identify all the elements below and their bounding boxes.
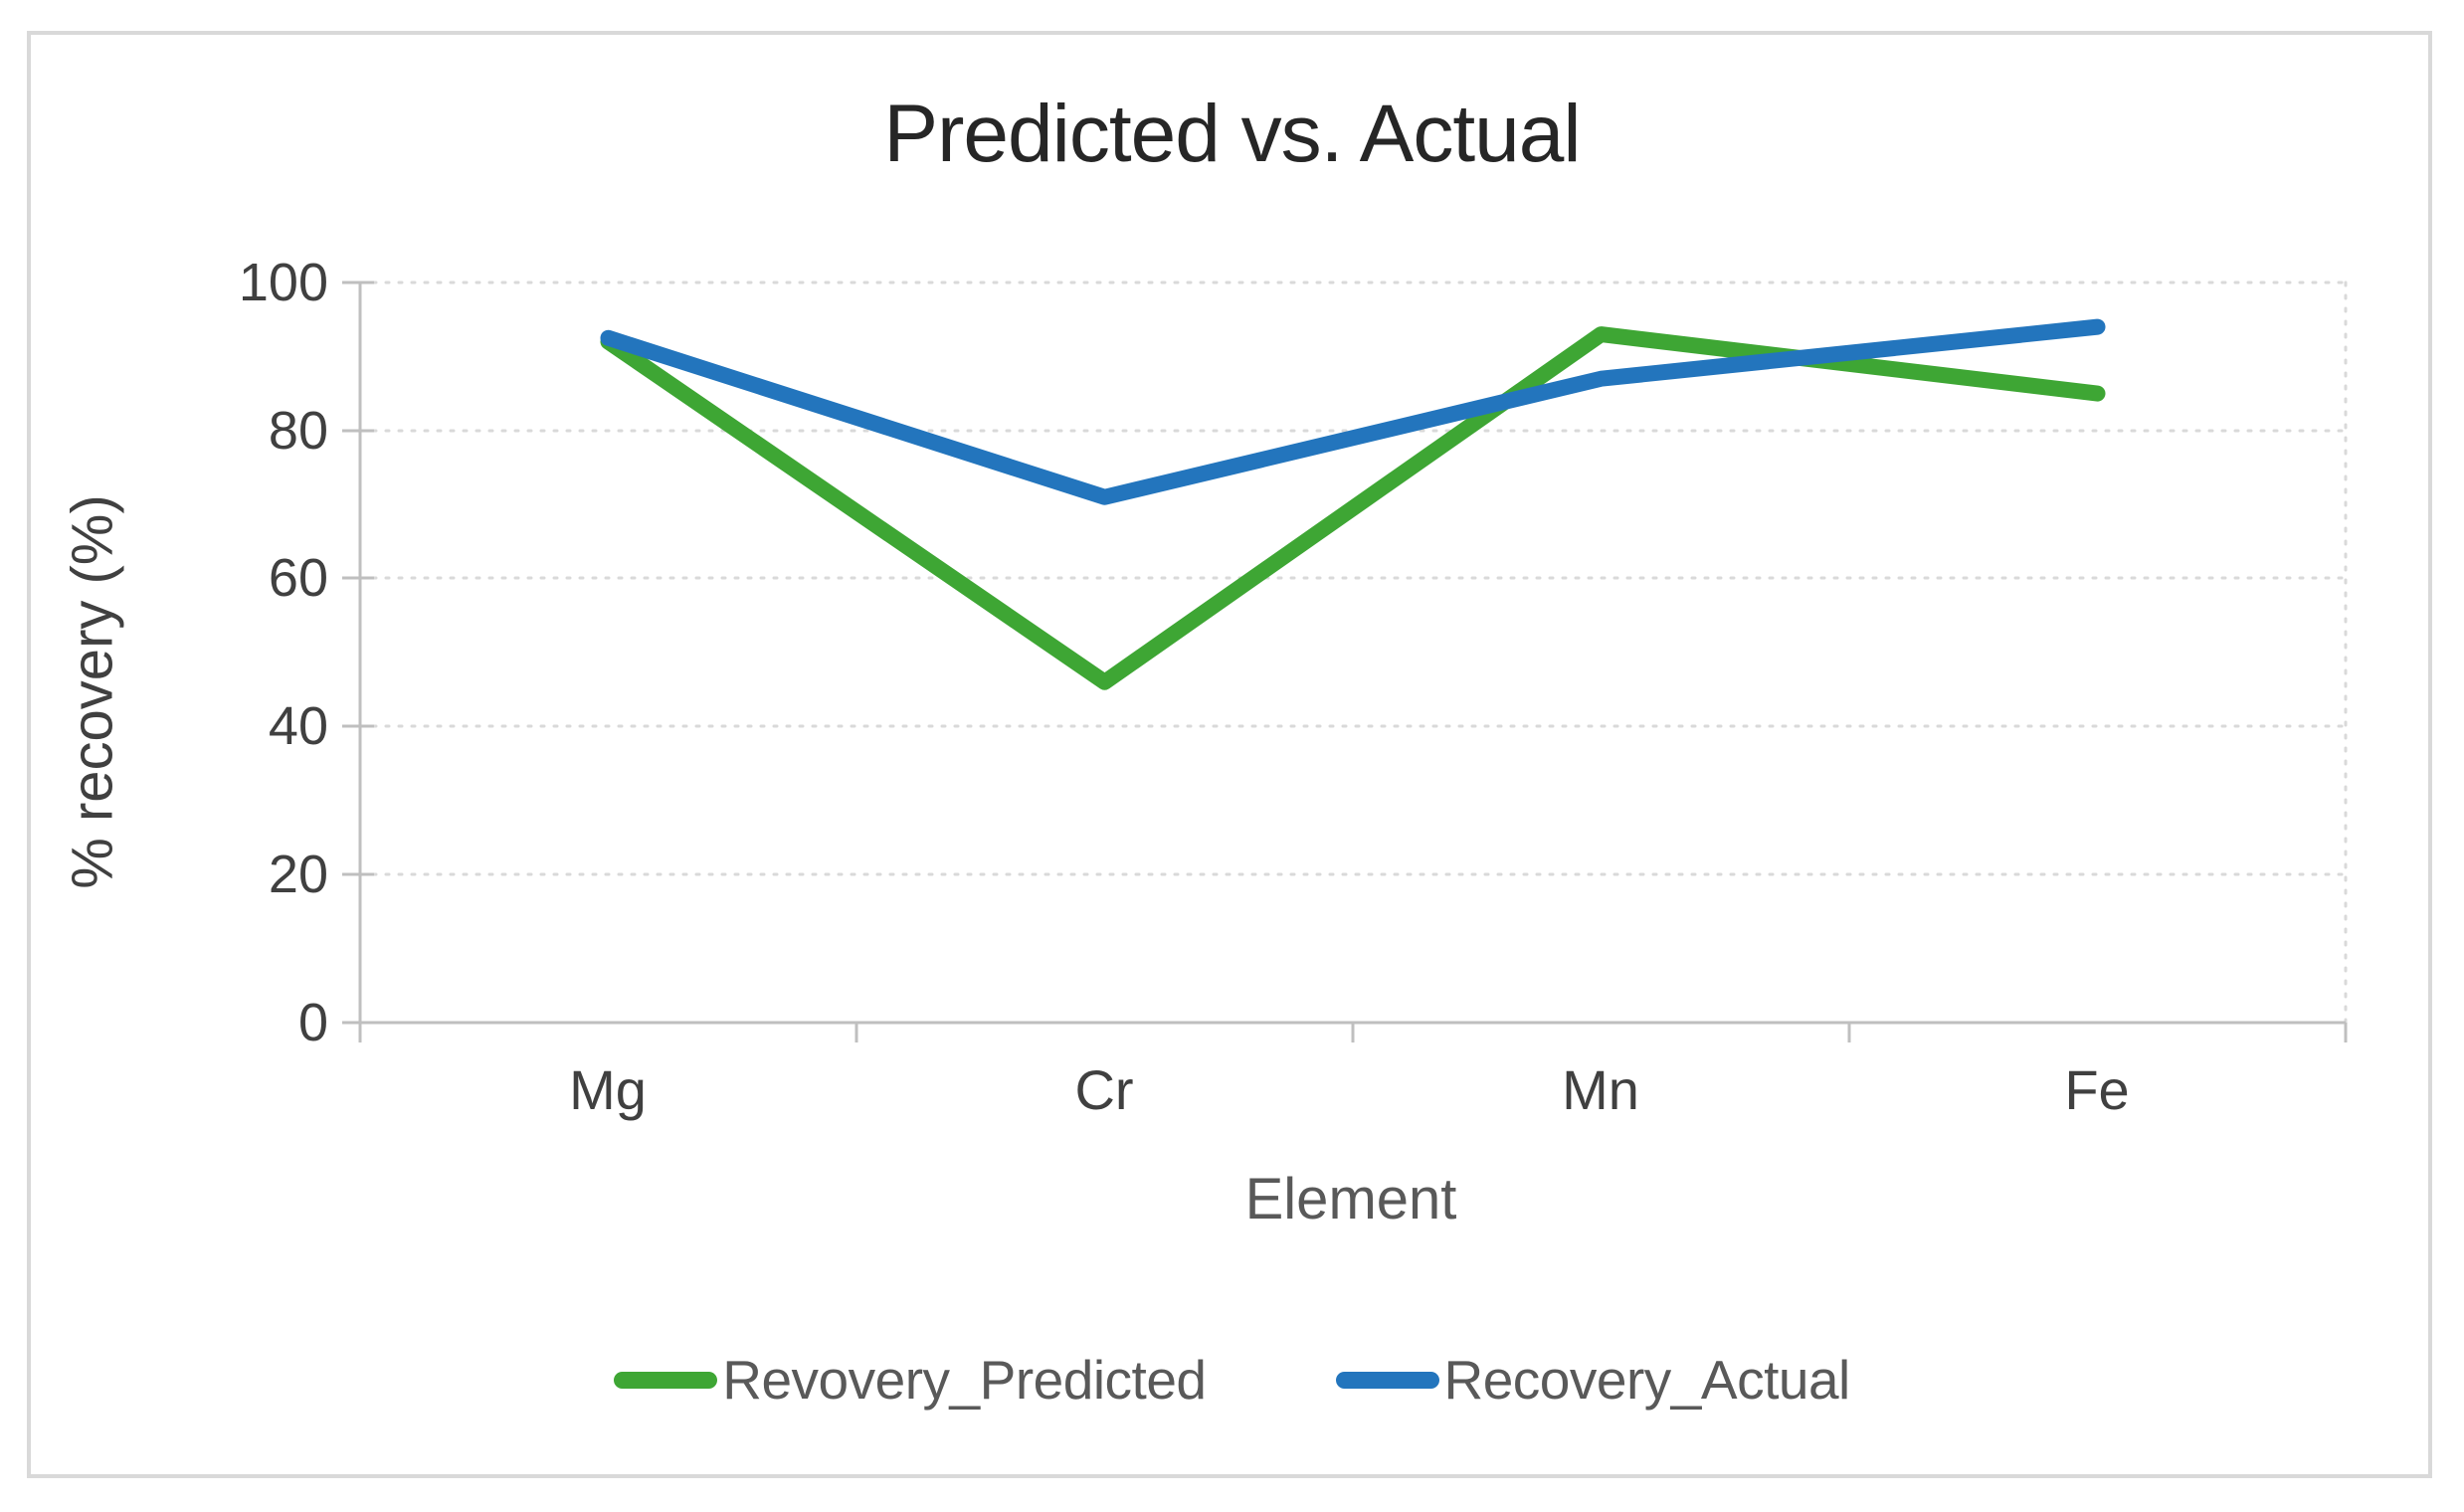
legend-swatch-actual-icon	[1335, 1371, 1439, 1389]
legend-swatch-predicted-icon	[614, 1371, 718, 1389]
legend-item-predicted: Revovery_Predicted	[614, 1348, 1207, 1412]
gridlines	[358, 281, 2348, 1025]
y-tick-label: 40	[268, 696, 328, 756]
x-category-label: Mg	[569, 1058, 647, 1121]
chart-frame[interactable]	[27, 31, 2432, 1478]
chart-title: Predicted vs. Actual	[883, 89, 1581, 179]
y-axis-title: % recovery (%)	[60, 494, 125, 889]
legend-label: Recovery_Actual	[1443, 1349, 1851, 1411]
series-line-predicted	[600, 326, 2106, 690]
x-category-label: Fe	[2064, 1058, 2130, 1121]
axes	[342, 281, 2348, 1042]
y-tick-label: 100	[238, 253, 328, 312]
legend: Revovery_Predicted Recovery_Actual	[0, 1345, 2464, 1415]
y-tick-label: 60	[268, 548, 328, 608]
y-tick-label: 20	[268, 845, 328, 904]
x-category-label: Mn	[1562, 1058, 1639, 1121]
legend-item-actual: Recovery_Actual	[1335, 1348, 1851, 1412]
x-category-label: Cr	[1074, 1058, 1134, 1121]
x-axis-title: Element	[1244, 1167, 1457, 1231]
y-tick-label: 0	[297, 993, 328, 1052]
series-lines	[600, 318, 2106, 690]
legend-label: Revovery_Predicted	[722, 1349, 1207, 1411]
series-line-actual	[600, 318, 2106, 505]
y-tick-label: 80	[268, 401, 328, 461]
